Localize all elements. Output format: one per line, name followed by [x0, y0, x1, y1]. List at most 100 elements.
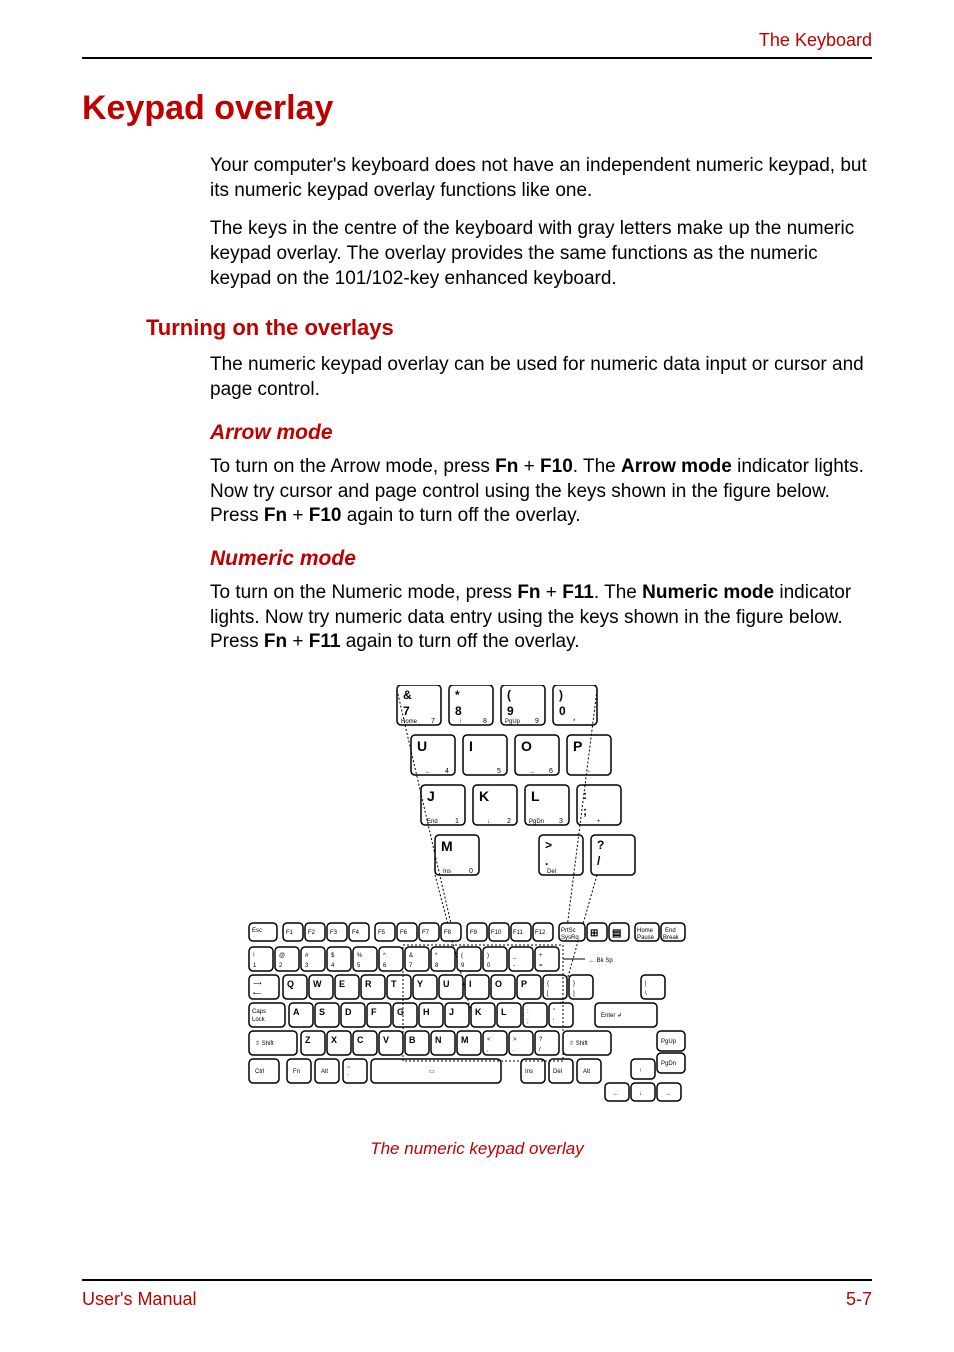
- text: +: [518, 456, 540, 477]
- svg-text:F9: F9: [470, 930, 478, 936]
- svg-text:+: +: [597, 819, 601, 825]
- top-rule: [82, 57, 872, 59]
- svg-text:4: 4: [445, 768, 449, 775]
- svg-text:2: 2: [507, 818, 511, 825]
- intro-paragraph-2: The keys in the centre of the keyboard w…: [210, 217, 872, 291]
- svg-text:T: T: [391, 979, 397, 989]
- svg-text:P: P: [521, 979, 527, 989]
- numeric-keypad-overlay-diagram: .k { fill:#ffffff; stroke:#000000; strok…: [247, 685, 707, 1125]
- svg-text:O: O: [495, 979, 502, 989]
- key-f10: F10: [540, 456, 573, 477]
- key-fn: Fn: [264, 505, 287, 526]
- svg-text:F1: F1: [286, 930, 294, 936]
- svg-text:': ': [553, 1019, 554, 1025]
- key-f10: F10: [309, 505, 342, 526]
- svg-text:PrtSc: PrtSc: [561, 928, 576, 934]
- svg-text:-: -: [513, 963, 515, 969]
- svg-text:→: →: [665, 1091, 671, 1097]
- heading-keypad-overlay: Keypad overlay: [82, 89, 872, 128]
- svg-text:{: {: [547, 981, 549, 987]
- svg-text:}: }: [573, 981, 575, 987]
- svg-text:Y: Y: [417, 979, 423, 989]
- svg-text:PgUp: PgUp: [661, 1039, 677, 1045]
- svg-text:9: 9: [507, 704, 514, 718]
- svg-text:H: H: [423, 1007, 430, 1017]
- svg-text:Lock: Lock: [252, 1017, 266, 1023]
- svg-text:F6: F6: [400, 930, 408, 936]
- svg-text:`: `: [347, 1075, 349, 1081]
- svg-text:F8: F8: [444, 930, 452, 936]
- numeric-mode-label: Numeric mode: [642, 582, 774, 603]
- svg-text:): ): [487, 953, 489, 959]
- numeric-mode-paragraph: To turn on the Numeric mode, press Fn + …: [210, 581, 872, 655]
- svg-text:+: +: [539, 953, 543, 959]
- intro-paragraph-1: Your computer's keyboard does not have a…: [210, 154, 872, 203]
- svg-text:→: →: [529, 769, 535, 775]
- text: again to turn off the overlay.: [340, 631, 579, 652]
- svg-text:F4: F4: [352, 930, 360, 936]
- svg-text:3: 3: [559, 818, 563, 825]
- svg-text:⟶: ⟶: [253, 981, 262, 987]
- svg-text:^: ^: [383, 953, 386, 959]
- svg-text:PgDn: PgDn: [661, 1061, 676, 1067]
- svg-text:Alt: Alt: [583, 1069, 590, 1075]
- svg-text:Ins: Ins: [525, 1069, 533, 1075]
- arrow-mode-paragraph: To turn on the Arrow mode, press Fn + F1…: [210, 455, 872, 529]
- text: +: [287, 505, 309, 526]
- svg-text:N: N: [435, 1035, 442, 1045]
- svg-text:~: ~: [347, 1065, 351, 1071]
- svg-text:;: ;: [583, 804, 587, 818]
- svg-text:M: M: [441, 838, 453, 854]
- heading-turning-on-overlays: Turning on the overlays: [146, 315, 872, 341]
- svg-text:PgDn: PgDn: [529, 819, 544, 825]
- svg-text:7: 7: [403, 704, 410, 718]
- svg-text:PgUp: PgUp: [505, 719, 521, 725]
- svg-text:>: >: [513, 1037, 517, 1043]
- svg-text:@: @: [279, 953, 285, 959]
- svg-text:O: O: [521, 738, 532, 754]
- svg-text:*: *: [455, 688, 460, 702]
- text: +: [287, 631, 309, 652]
- svg-text:U: U: [417, 738, 427, 754]
- key-f11: F11: [309, 631, 341, 652]
- svg-text:.: .: [545, 854, 548, 868]
- svg-text:": ": [553, 1009, 555, 1015]
- svg-text:0: 0: [559, 704, 566, 718]
- svg-text:F12: F12: [535, 930, 546, 936]
- svg-text:Q: Q: [287, 979, 294, 989]
- svg-text:F7: F7: [422, 930, 430, 936]
- svg-text:Pause: Pause: [637, 935, 655, 941]
- figure-caption: The numeric keypad overlay: [82, 1139, 872, 1159]
- svg-text:E: E: [339, 979, 345, 989]
- svg-text:▭: ▭: [429, 1069, 435, 1075]
- svg-text:M: M: [461, 1035, 469, 1045]
- svg-text:V: V: [383, 1035, 389, 1045]
- svg-text:I: I: [469, 738, 473, 754]
- svg-text:B: B: [409, 1035, 416, 1045]
- svg-text:Del: Del: [553, 1069, 562, 1075]
- svg-text:_: _: [512, 953, 517, 959]
- svg-text:J: J: [449, 1007, 454, 1017]
- footer-manual-title: User's Manual: [82, 1289, 196, 1310]
- svg-text:(: (: [461, 953, 463, 959]
- svg-text:End: End: [665, 928, 676, 934]
- text: again to turn off the overlay.: [341, 505, 580, 526]
- svg-text:X: X: [331, 1035, 337, 1045]
- svg-text:F: F: [371, 1007, 377, 1017]
- svg-text:R: R: [365, 979, 372, 989]
- svg-text:1: 1: [455, 818, 459, 825]
- svg-text:⟵: ⟵: [253, 991, 262, 997]
- svg-text:L: L: [531, 788, 540, 804]
- arrow-mode-label: Arrow mode: [621, 456, 732, 477]
- svg-text:(: (: [507, 688, 511, 702]
- svg-text:Caps: Caps: [252, 1009, 266, 1015]
- svg-text:8: 8: [455, 704, 462, 718]
- svg-text:SysRq: SysRq: [561, 935, 579, 941]
- svg-text:&: &: [409, 953, 413, 959]
- svg-text:D: D: [345, 1007, 352, 1017]
- bottom-rule: [82, 1279, 872, 1281]
- svg-text:⇧ Shift: ⇧ Shift: [255, 1040, 274, 1047]
- svg-text:A: A: [293, 1007, 300, 1017]
- svg-text:<: <: [487, 1037, 491, 1043]
- text: . The: [594, 582, 642, 603]
